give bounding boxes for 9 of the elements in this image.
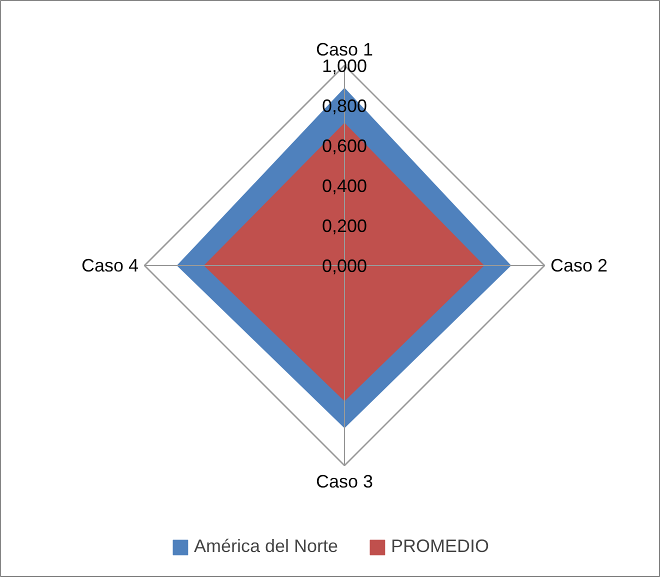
- spoke-label: Caso 2: [550, 256, 608, 276]
- y-tick-label: 0,200: [322, 216, 368, 236]
- y-tick-label: 0,000: [322, 256, 368, 276]
- legend-label: América del Norte: [194, 536, 338, 557]
- y-tick-label: 0,400: [322, 176, 368, 196]
- spoke-label: Caso 3: [316, 472, 374, 492]
- y-tick-label: 0,600: [322, 136, 368, 156]
- spoke-label: Caso 4: [81, 256, 139, 276]
- legend-label: PROMEDIO: [391, 536, 490, 557]
